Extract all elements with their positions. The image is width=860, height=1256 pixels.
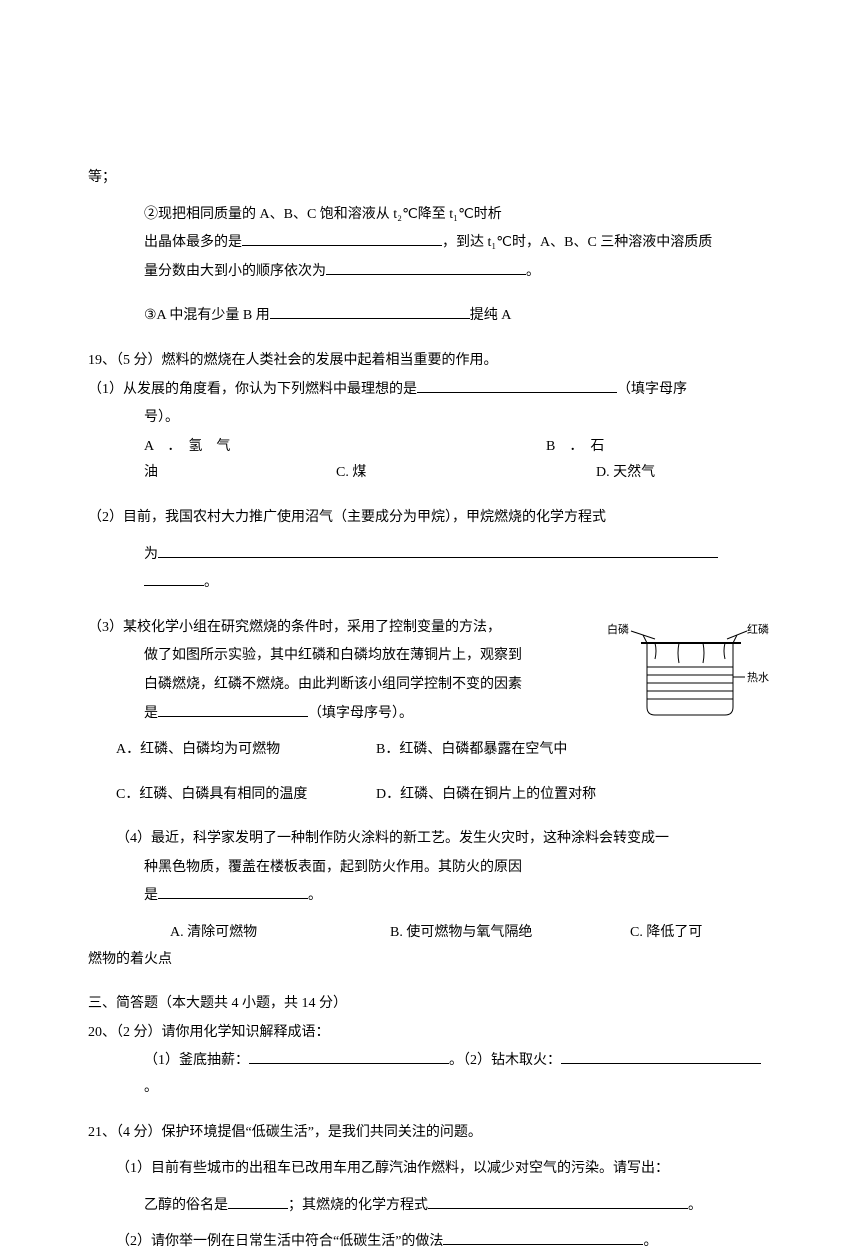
q21-head: 21、（4 分）保护环境提倡“低碳生活”，是我们共同关注的问题。 (88, 1120, 772, 1147)
blank (158, 542, 718, 557)
red-p-label: 红磷 (747, 623, 769, 636)
q19-p2: （2）目前，我国农村大力推广使用沼气（主要成分为甲烷），甲烷燃烧的化学方程式 (88, 505, 772, 532)
blank (158, 884, 308, 899)
q20-blanks: （1）釜底抽薪：。（2）钻木取火：。 (88, 1048, 772, 1101)
opt-d: D. 天然气 (596, 460, 655, 487)
hot-water-label: 热水 (747, 671, 769, 684)
leadin-text: 等； (88, 165, 772, 192)
opt-a: A ． 氢 气 (116, 434, 546, 461)
sub2-line3: 量分数由大到小的顺序依次为。 (88, 259, 772, 286)
q19-p1-options-row1: A ． 氢 气 B ． 石 (88, 434, 772, 461)
q19-p3-opts-row1: A．红磷、白磷均为可燃物 B．红磷、白磷都暴露在空气中 (88, 737, 772, 764)
q20-head: 20、（2 分）请你用化学知识解释成语： (88, 1020, 772, 1047)
q19-p3c: 白磷燃烧，红磷不燃烧。由此判断该小组同学控制不变的因素 (88, 672, 592, 699)
q19-p2-end: 。 (88, 570, 772, 597)
opt-c: C. 降低了可 (630, 920, 702, 947)
opt-a: A. 清除可燃物 (170, 920, 390, 947)
q19-p4b: 种黑色物质，覆盖在楼板表面，起到防火作用。其防火的原因 (88, 855, 772, 882)
blank (417, 377, 617, 392)
q19-p3-block: （3）某校化学小组在研究燃烧的条件时，采用了控制变量的方法， 做了如图所示实验，… (88, 615, 772, 727)
opt-b-tail: 油 (116, 460, 336, 487)
opt-b: B．红磷、白磷都暴露在空气中 (376, 737, 567, 764)
q19-p4-opts: A. 清除可燃物 B. 使可燃物与氧气隔绝 C. 降低了可 (88, 920, 772, 947)
opt-c: C. 煤 (336, 460, 596, 487)
blank (228, 1193, 288, 1208)
blank (561, 1049, 761, 1064)
q19-head: 19、（5 分）燃料的燃烧在人类社会的发展中起着相当重要的作用。 (88, 348, 772, 375)
blank (242, 231, 442, 246)
sub2-line2: 出晶体最多的是，到达 t₁℃时，A、B、C 三种溶液中溶质质 (88, 230, 772, 257)
blank (443, 1230, 643, 1245)
blank (249, 1049, 449, 1064)
blank (428, 1193, 688, 1208)
blank (144, 571, 204, 586)
q19-p1c: 号）。 (88, 405, 772, 432)
blank (158, 701, 308, 716)
blank (326, 259, 526, 274)
opt-b: B. 使可燃物与氧气隔绝 (390, 920, 630, 947)
q19-p3-opts-row2: C．红磷、白磷具有相同的温度 D．红磷、白磷在铜片上的位置对称 (88, 782, 772, 809)
q19-p4-tail: 燃物的着火点 (88, 947, 772, 974)
opt-a: A．红磷、白磷均为可燃物 (116, 737, 376, 764)
q19-p3d: 是（填字母序号）。 (88, 701, 592, 728)
q19-p1: （1）从发展的角度看，你认为下列燃料中最理想的是（填字母序 (88, 377, 772, 404)
opt-c: C．红磷、白磷具有相同的温度 (116, 782, 376, 809)
q21-p2: （2）请你举一例在日常生活中符合“低碳生活”的做法。 (88, 1229, 772, 1256)
q19-p3a: （3）某校化学小组在研究燃烧的条件时，采用了控制变量的方法， (88, 615, 592, 642)
q19-p4c: 是。 (88, 883, 772, 910)
white-p-label: 白磷 (607, 622, 629, 636)
opt-d: D．红磷、白磷在铜片上的位置对称 (376, 782, 596, 809)
sub2-line1: ②现把相同质量的 A、B、C 饱和溶液从 t₂℃降至 t₁℃时析 (88, 202, 772, 229)
q21-p1: （1）目前有些城市的出租车已改用车用乙醇汽油作燃料，以减少对空气的污染。请写出： (88, 1156, 772, 1183)
beaker-figure: 白磷 红磷 热水 (607, 615, 772, 735)
opt-b: B ． 石 (546, 434, 766, 461)
q19-p3b: 做了如图所示实验，其中红磷和白磷均放在薄铜片上，观察到 (88, 643, 592, 670)
q19-p4a: （4）最近，科学家发明了一种制作防火涂料的新工艺。发生火灾时，这种涂料会转变成一 (88, 826, 772, 853)
sub3-line: ③A 中混有少量 B 用提纯 A (88, 303, 772, 330)
q19-p1-options-row2: 油 C. 煤 D. 天然气 (88, 460, 772, 487)
q21-p1-blanks: 乙醇的俗名是；其燃烧的化学方程式。 (88, 1193, 772, 1220)
blank (270, 304, 470, 319)
section3-head: 三、简答题（本大题共 4 小题，共 14 分） (88, 991, 772, 1018)
q19-p2-blank: 为 (88, 542, 772, 569)
